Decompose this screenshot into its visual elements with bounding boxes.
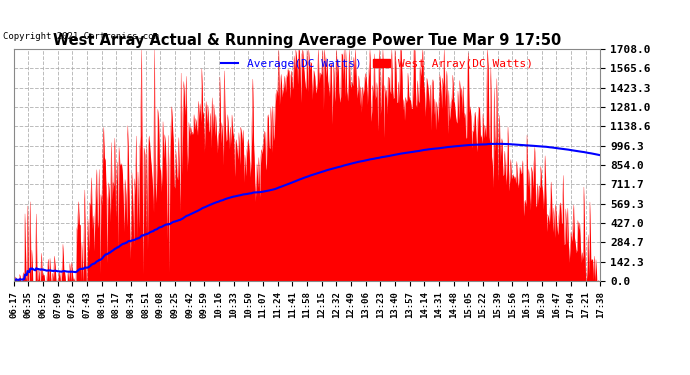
Title: West Array Actual & Running Average Power Tue Mar 9 17:50: West Array Actual & Running Average Powe… bbox=[53, 33, 561, 48]
Text: Copyright 2021 Cartronics.com: Copyright 2021 Cartronics.com bbox=[3, 32, 159, 41]
Legend: Average(DC Watts), West Array(DC Watts): Average(DC Watts), West Array(DC Watts) bbox=[217, 54, 538, 73]
